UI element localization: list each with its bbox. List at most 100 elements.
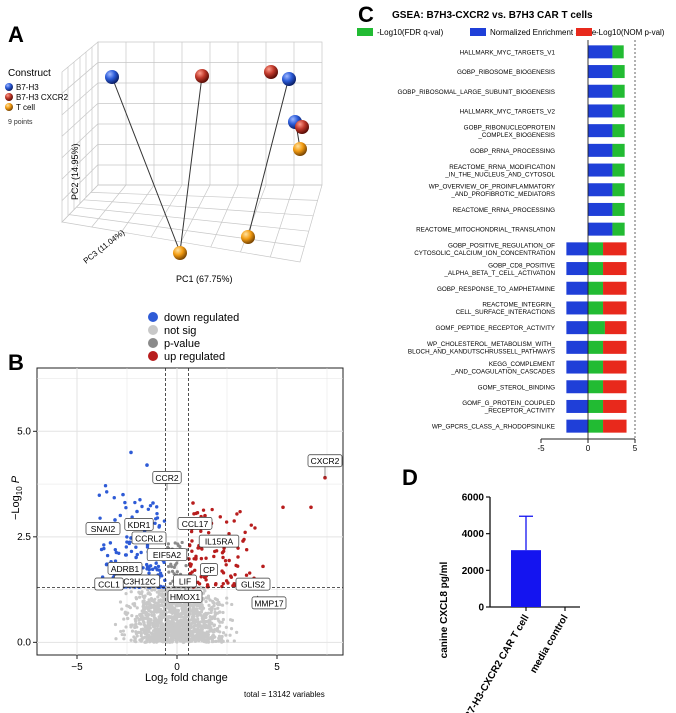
volcano-point-up (234, 563, 238, 568)
volcano-point-notsig (199, 620, 203, 624)
volcano-point-up (206, 530, 211, 535)
legend-label-fdr: -Log10(FDR q-val) (377, 28, 444, 37)
pca-grid-line (269, 184, 295, 258)
volcano-point-notsig (140, 590, 144, 594)
gsea-title: GSEA: B7H3-CXCR2 vs. B7H3 CAR T cells (392, 10, 593, 21)
volcano-point-down (124, 545, 129, 549)
axis-label-pc3: PC3 (11.04%) (82, 228, 127, 266)
volcano-point-notsig (113, 622, 118, 627)
volcano-point-notsig (190, 633, 195, 637)
volcano-point-pvalue (170, 569, 175, 573)
volcano-point-notsig (192, 614, 196, 619)
volcano-point-pvalue (166, 545, 170, 550)
gsea-bar-nes (566, 301, 588, 315)
volcano-point-up (190, 539, 194, 543)
cxcl8-category-label: media control (528, 613, 570, 675)
gsea-bar-nes (588, 45, 613, 59)
legend-label-tcell: T cell (16, 103, 35, 112)
pca-3d-plot: Construct B7-H3 B7-H3 CXCR2 T cell 9 poi… (5, 41, 323, 284)
gene-label-box (307, 454, 343, 468)
volcano-point-notsig (196, 613, 200, 617)
volcano-point-notsig (133, 604, 137, 608)
volcano-point-down (145, 562, 149, 567)
volcano-point-up (210, 507, 214, 512)
gsea-row-label: KEGG_COMPLEMENT (489, 361, 555, 368)
volcano-point-notsig (148, 626, 152, 630)
gsea-bar-nom (603, 380, 627, 394)
volcano-point-notsig (130, 623, 134, 627)
volcano-point-notsig (183, 603, 187, 608)
volcano-point-notsig (182, 606, 186, 610)
volcano-point-notsig (162, 615, 166, 619)
volcano-point-notsig (160, 599, 164, 603)
pca-grid-line (69, 214, 305, 247)
volcano-point-notsig (153, 608, 157, 612)
volcano-point-down (135, 509, 139, 514)
volcano-point-notsig (146, 607, 151, 611)
cxcl8-bar (511, 550, 541, 607)
legend-title: Construct (8, 68, 51, 79)
volcano-point-notsig (159, 626, 164, 630)
volcano-point-notsig (139, 616, 144, 620)
legend-marker-down (148, 312, 158, 322)
volcano-point-up (200, 547, 204, 551)
gsea-row-label: _AND_PROFIBROTIC_MEDIATORS (450, 191, 555, 198)
panel-label-a: A (8, 22, 24, 47)
volcano-point-notsig (225, 639, 230, 643)
gsea-bar-nes (588, 163, 613, 177)
volcano-point-notsig (151, 629, 156, 633)
volcano-point-notsig (149, 603, 153, 607)
volcano-point-notsig (201, 606, 206, 610)
legend-marker-b7h3-cxcr2 (5, 93, 13, 101)
volcano-point-notsig (228, 633, 232, 637)
gsea-row: GOBP_RIBOSOMAL_LARGE_SUBUNIT_BIOGENESIS (398, 84, 625, 98)
volcano-point-down (102, 543, 106, 547)
volcano-point-down (146, 507, 151, 511)
volcano-point-notsig (150, 613, 154, 617)
volcano-point-notsig (144, 640, 148, 644)
gene-label-box (107, 562, 143, 575)
gene-label-box (198, 534, 240, 548)
pca-grid (61, 41, 323, 263)
volcano-x-axis-label: Log2 fold change (145, 672, 228, 686)
volcano-point-down (153, 521, 157, 525)
volcano-ticks: −5 0 5 0.0 2.5 5.0 (17, 426, 280, 673)
volcano-point-notsig (134, 597, 139, 601)
volcano-point-notsig (170, 639, 174, 643)
volcano-point-notsig (182, 616, 186, 620)
gsea-row: KEGG_COMPLEMENT_AND_COAGULATION_CASCADES (450, 360, 627, 375)
gene-label-box (124, 518, 154, 531)
volcano-point-notsig (151, 638, 155, 642)
volcano-point-up (244, 573, 249, 577)
volcano-point-down (123, 500, 127, 505)
legend-label-pvalue: p-value (164, 338, 200, 350)
gsea-row: HALLMARK_MYC_TARGETS_V1 (460, 45, 624, 59)
volcano-point-notsig (190, 617, 194, 621)
cxcl8-bar-chart: canine CXCL8 pg/ml 0 2000 4000 6000 B7-H3-C… (439, 493, 580, 713)
volcano-point-notsig (216, 617, 220, 621)
volcano-point-notsig (162, 612, 166, 616)
volcano-point-notsig (179, 612, 183, 616)
volcano-point-notsig (211, 615, 215, 619)
volcano-point-up (203, 513, 207, 518)
gsea-bar-nom (603, 419, 627, 433)
gsea-bar-nes (588, 222, 613, 236)
volcano-point-notsig (216, 606, 220, 610)
gsea-row-label: HALLMARK_MYC_TARGETS_V2 (460, 108, 556, 115)
volcano-point-down (155, 511, 159, 516)
volcano-point-down (105, 490, 109, 494)
volcano-point-notsig (156, 601, 160, 606)
volcano-point-notsig (163, 604, 168, 608)
volcano-point-notsig (192, 621, 197, 625)
volcano-point-up (231, 584, 235, 588)
volcano-point-down (99, 547, 104, 552)
volcano-point-notsig (179, 614, 183, 618)
volcano-point-notsig (211, 633, 216, 638)
volcano-point-notsig (232, 639, 236, 643)
gsea-bar-nes (588, 104, 613, 118)
gsea-row: GOBP_RIBONUCLEOPROTEIN_COMPLEX_BIOGENESI… (464, 124, 625, 139)
volcano-point-notsig (210, 640, 214, 644)
axis-label-pc1: PC1 (67.75%) (176, 274, 233, 284)
volcano-point-notsig (159, 618, 163, 622)
gene-label: GLIS2 (241, 580, 265, 590)
